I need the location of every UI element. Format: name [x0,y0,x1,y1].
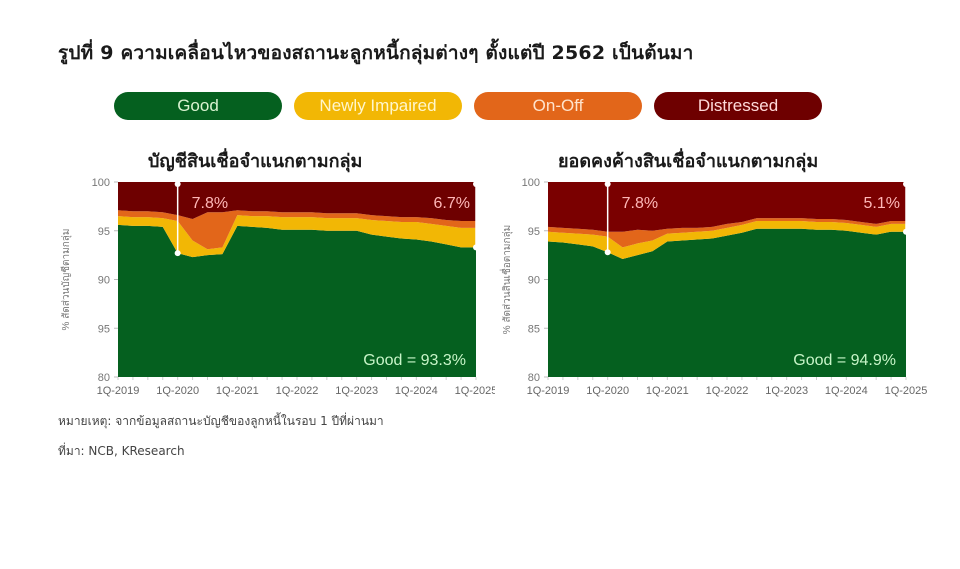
y-tick-label: 100 [92,177,110,189]
area-distressed [118,182,476,221]
y-tick-label: 100 [522,177,540,189]
good-share-label: Good = 94.9% [793,352,896,369]
annotation-dot [174,250,181,257]
annotation-label: 5.1% [864,195,900,212]
y-tick-label: 85 [528,323,540,335]
legend-item-on-off: On-Off [474,92,642,120]
x-tick-label: 1Q-2024 [825,385,868,397]
x-tick-label: 1Q-2021 [216,385,259,397]
legend-item-distressed: Distressed [654,92,822,120]
area-good [548,228,906,377]
y-axis-label: % สัดส่วนบัญชีตามกลุ่ม [60,229,72,331]
legend-label: Good [177,96,219,115]
y-tick-label: 80 [98,372,110,384]
x-tick-label: 1Q-2022 [706,385,749,397]
annotation-dot [604,181,611,187]
area-distressed [548,182,906,232]
area-on-off [548,218,906,248]
y-tick-label: 95 [98,323,110,335]
annotation-dot [473,244,479,251]
area-on-off [118,210,476,250]
area-newly-impaired [118,215,476,258]
x-tick-label: 1Q-2019 [97,385,140,397]
legend-item-good: Good [114,92,282,120]
annotation-label: 7.8% [192,195,228,212]
annotation-label: 6.7% [434,195,470,212]
x-tick-label: 1Q-2025 [885,385,928,397]
legend-label: Distressed [697,96,779,115]
legend-label: On-Off [532,96,584,115]
source-note: ที่มา: NCB, KResearch [58,444,185,458]
annotation-dot [604,249,611,256]
x-tick-label: 1Q-2020 [156,385,199,397]
chart-title-outstanding: ยอดคงค้างสินเชื่อจำแนกตามกลุ่ม [558,151,819,172]
x-tick-label: 1Q-2023 [335,385,378,397]
stacked-area-chart-accounts: 100 95 90 95 80 % สัดส่วนบัญชีตามกลุ่ม 1Q-2019… [60,177,495,397]
footnote: หมายเหตุ: จากข้อมูลสถานะบัญชีของลูกหนี้ใ… [58,414,384,428]
x-tick-label: 1Q-2022 [276,385,319,397]
legend-label: Newly Impaired [319,96,437,115]
annotation-dot [903,181,909,187]
annotation-dot [473,181,479,187]
chart-title-accounts: บัญชีสินเชื่อจำแนกตามกลุ่ม [148,151,363,172]
figure-title: รูปที่ 9 ความเคลื่อนไหวของสถานะลูกหนี้กล… [58,42,694,64]
legend: Good Newly Impaired On-Off Distressed [114,92,822,120]
annotation-dot [174,181,181,187]
area-good [118,224,476,377]
area-newly-impaired [548,221,906,260]
annotation-label: 7.8% [622,195,658,212]
annotation-dot [903,228,909,235]
stacked-area-chart-outstanding: 100 95 90 85 80 % สัดส่วนสินเชื่อตามกลุ่ม 1Q-2… [499,177,928,397]
x-tick-label: 1Q-2024 [395,385,438,397]
good-share-label: Good = 93.3% [363,352,466,369]
y-tick-label: 90 [98,275,110,287]
x-tick-label: 1Q-2019 [527,385,570,397]
y-tick-label: 80 [528,372,540,384]
y-tick-label: 95 [528,226,540,238]
legend-item-newly-impaired: Newly Impaired [294,92,462,120]
x-tick-label: 1Q-2023 [765,385,808,397]
y-axis-label: % สัดส่วนสินเชื่อตามกลุ่ม [499,225,513,334]
y-tick-label: 90 [528,275,540,287]
y-tick-label: 95 [98,226,110,238]
x-tick-label: 1Q-2021 [646,385,689,397]
x-tick-label: 1Q-2025 [455,385,495,397]
x-tick-label: 1Q-2020 [586,385,629,397]
